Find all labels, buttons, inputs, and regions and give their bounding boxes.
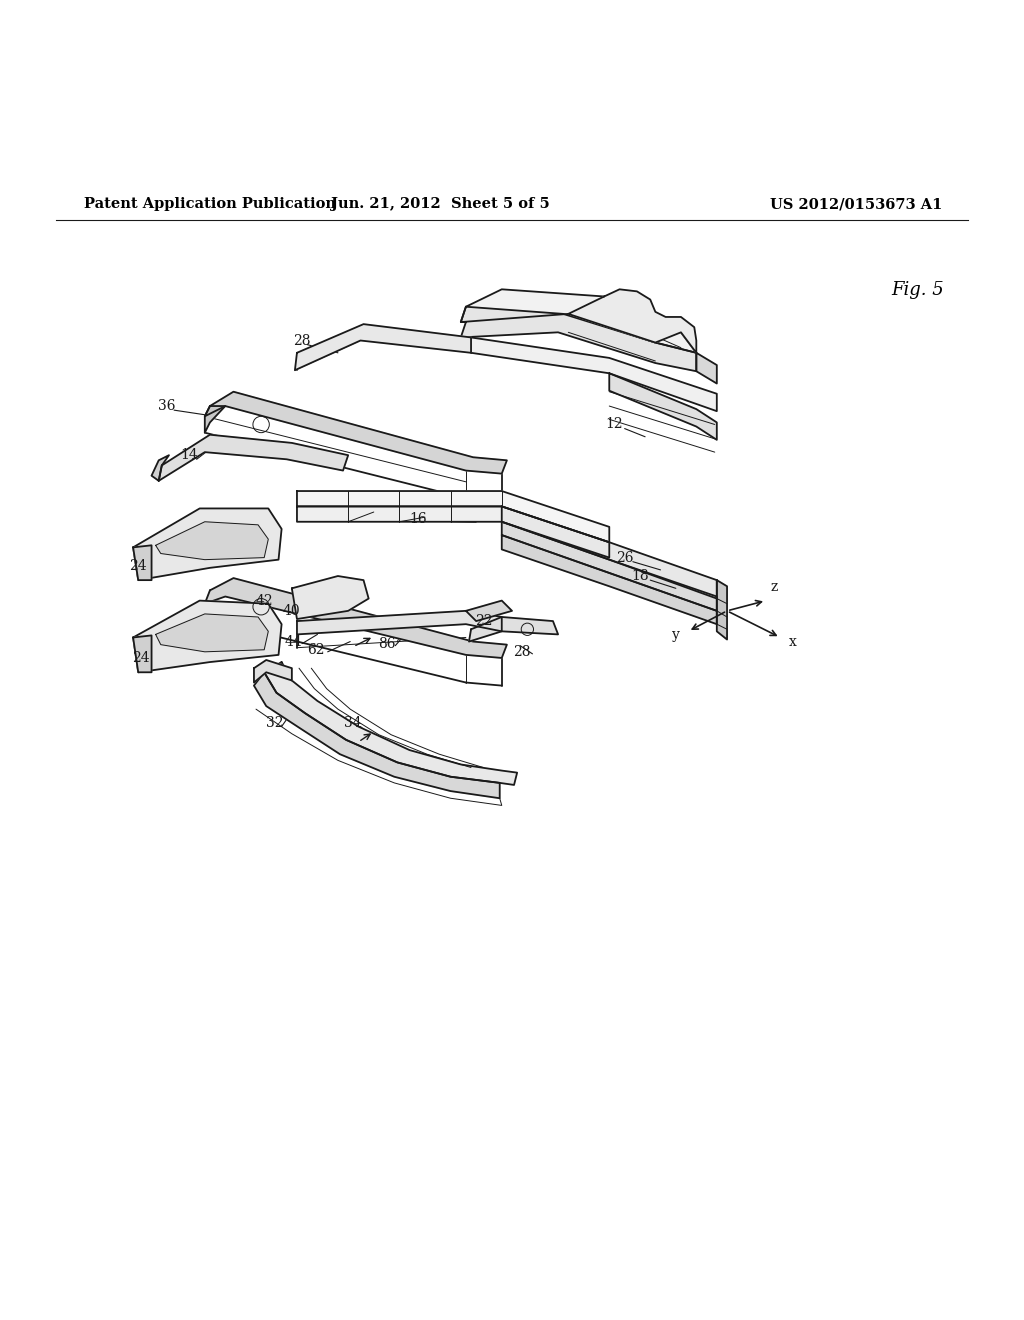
Text: 32: 32 (265, 717, 284, 730)
Polygon shape (205, 407, 225, 433)
Text: 24: 24 (129, 558, 147, 573)
Text: 22: 22 (474, 614, 493, 628)
Polygon shape (205, 392, 507, 474)
Text: 28: 28 (293, 334, 311, 347)
Text: x: x (788, 635, 797, 648)
Text: 34: 34 (344, 717, 362, 730)
Polygon shape (156, 521, 268, 560)
Polygon shape (461, 289, 696, 352)
Text: 26: 26 (615, 550, 634, 565)
Text: 36: 36 (158, 399, 176, 413)
Polygon shape (205, 578, 507, 657)
Polygon shape (156, 614, 268, 652)
Polygon shape (152, 455, 169, 480)
Polygon shape (502, 521, 717, 611)
Text: US 2012/0153673 A1: US 2012/0153673 A1 (770, 197, 942, 211)
Polygon shape (466, 601, 512, 622)
Polygon shape (254, 660, 292, 682)
Text: z: z (770, 581, 777, 594)
Text: 24: 24 (132, 651, 151, 665)
Polygon shape (471, 338, 717, 411)
Text: 86: 86 (378, 636, 396, 651)
Text: 12: 12 (605, 417, 624, 432)
Polygon shape (264, 663, 517, 785)
Text: Fig. 5: Fig. 5 (891, 281, 944, 300)
Polygon shape (461, 306, 696, 371)
Text: 28: 28 (513, 644, 531, 659)
Polygon shape (295, 325, 471, 370)
Text: 62: 62 (306, 643, 325, 657)
Text: 14: 14 (180, 449, 199, 462)
Polygon shape (297, 491, 609, 543)
Polygon shape (292, 576, 369, 619)
Polygon shape (696, 352, 717, 384)
Text: y: y (672, 628, 680, 643)
Polygon shape (133, 545, 152, 579)
Polygon shape (502, 535, 717, 624)
Polygon shape (717, 579, 727, 639)
Polygon shape (609, 374, 717, 440)
Polygon shape (469, 616, 558, 642)
Polygon shape (159, 434, 348, 480)
Polygon shape (133, 601, 282, 672)
Polygon shape (297, 507, 609, 557)
Polygon shape (133, 635, 152, 672)
Polygon shape (297, 611, 502, 635)
Text: 16: 16 (409, 512, 427, 525)
Polygon shape (254, 672, 500, 799)
Text: Jun. 21, 2012  Sheet 5 of 5: Jun. 21, 2012 Sheet 5 of 5 (331, 197, 550, 211)
Polygon shape (133, 508, 282, 579)
Text: 42: 42 (255, 594, 273, 607)
Text: 44: 44 (285, 635, 303, 648)
Text: 40: 40 (283, 603, 301, 618)
Polygon shape (502, 507, 717, 598)
Polygon shape (568, 289, 696, 352)
Text: 18: 18 (631, 569, 649, 583)
Text: Patent Application Publication: Patent Application Publication (84, 197, 336, 211)
